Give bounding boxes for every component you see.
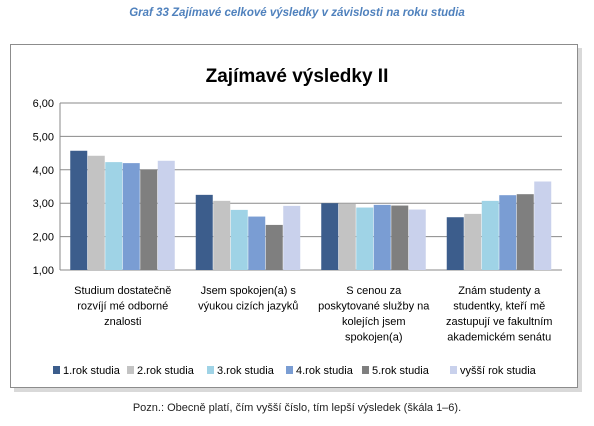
bar-2-2	[213, 200, 231, 270]
bar-2-1	[87, 155, 105, 270]
x-category-label: Jsem spokojen(a) s	[201, 285, 297, 297]
legend-swatch	[127, 366, 134, 374]
legend-label: 5.rok studia	[372, 365, 430, 377]
bar-1-1	[70, 150, 88, 270]
x-category-label: zastupují ve fakultním	[446, 316, 552, 328]
bar-5-2	[265, 224, 283, 270]
legend-label: 3.rok studia	[217, 365, 275, 377]
bar-4-4	[499, 195, 517, 270]
y-tick-label: 2,00	[33, 232, 54, 244]
chart-title: Zajímavé výsledky II	[206, 66, 389, 87]
legend-label: 2.rok studia	[137, 365, 195, 377]
legend-label: vyšší rok studia	[460, 365, 537, 377]
bar-3-4	[481, 200, 499, 270]
bar-1-4	[446, 217, 464, 270]
y-tick-label: 6,00	[33, 98, 54, 110]
y-tick-label: 4,00	[33, 165, 54, 177]
bar-2-3	[338, 203, 356, 270]
bar-3-2	[230, 209, 248, 270]
x-category-label: Studium dostatečně	[74, 285, 171, 297]
bar-6-3	[408, 209, 426, 270]
figure-caption: Graf 33 Zajímavé celkové výsledky v závi…	[129, 7, 465, 19]
legend-label: 4.rok studia	[296, 365, 354, 377]
x-category-label: rozvíjí mé odborné	[77, 301, 168, 313]
bar-5-3	[391, 205, 409, 270]
bar-6-1	[157, 160, 175, 270]
legend-swatch	[53, 366, 60, 374]
x-category-label: výukou cizích jazyků	[198, 301, 298, 313]
y-tick-label: 1,00	[33, 265, 54, 277]
bar-1-2	[195, 194, 213, 270]
bar-3-1	[105, 162, 123, 270]
bar-4-3	[373, 204, 391, 270]
x-category-label: S cenou za	[346, 285, 402, 297]
bar-6-2	[283, 205, 301, 270]
legend-swatch	[362, 366, 369, 374]
bar-1-3	[321, 203, 339, 270]
y-tick-label: 3,00	[33, 198, 54, 210]
footnote: Pozn.: Obecně platí, čím vyšší číslo, tí…	[132, 402, 462, 414]
bar-4-2	[248, 216, 266, 270]
x-category-label: spokojen(a)	[345, 332, 402, 344]
y-tick-label: 5,00	[33, 131, 54, 143]
x-category-label: Znám studenty a	[458, 285, 541, 297]
x-category-label: znalosti	[104, 316, 141, 328]
x-category-label: studentky, kteří mě	[453, 301, 545, 313]
legend-label: 1.rok studia	[63, 365, 121, 377]
legend-swatch	[286, 366, 293, 374]
x-category-label: akademickém senátu	[447, 332, 551, 344]
x-category-label: poskytované služby na	[318, 301, 430, 313]
bar-4-1	[122, 163, 140, 270]
bar-5-4	[516, 194, 534, 270]
bar-3-3	[356, 207, 374, 270]
legend-swatch	[207, 366, 214, 374]
bar-6-4	[534, 181, 552, 270]
x-category-label: kolejích jsem	[342, 316, 406, 328]
legend-swatch	[450, 366, 457, 374]
bar-2-4	[464, 213, 482, 270]
bar-5-1	[140, 169, 158, 270]
